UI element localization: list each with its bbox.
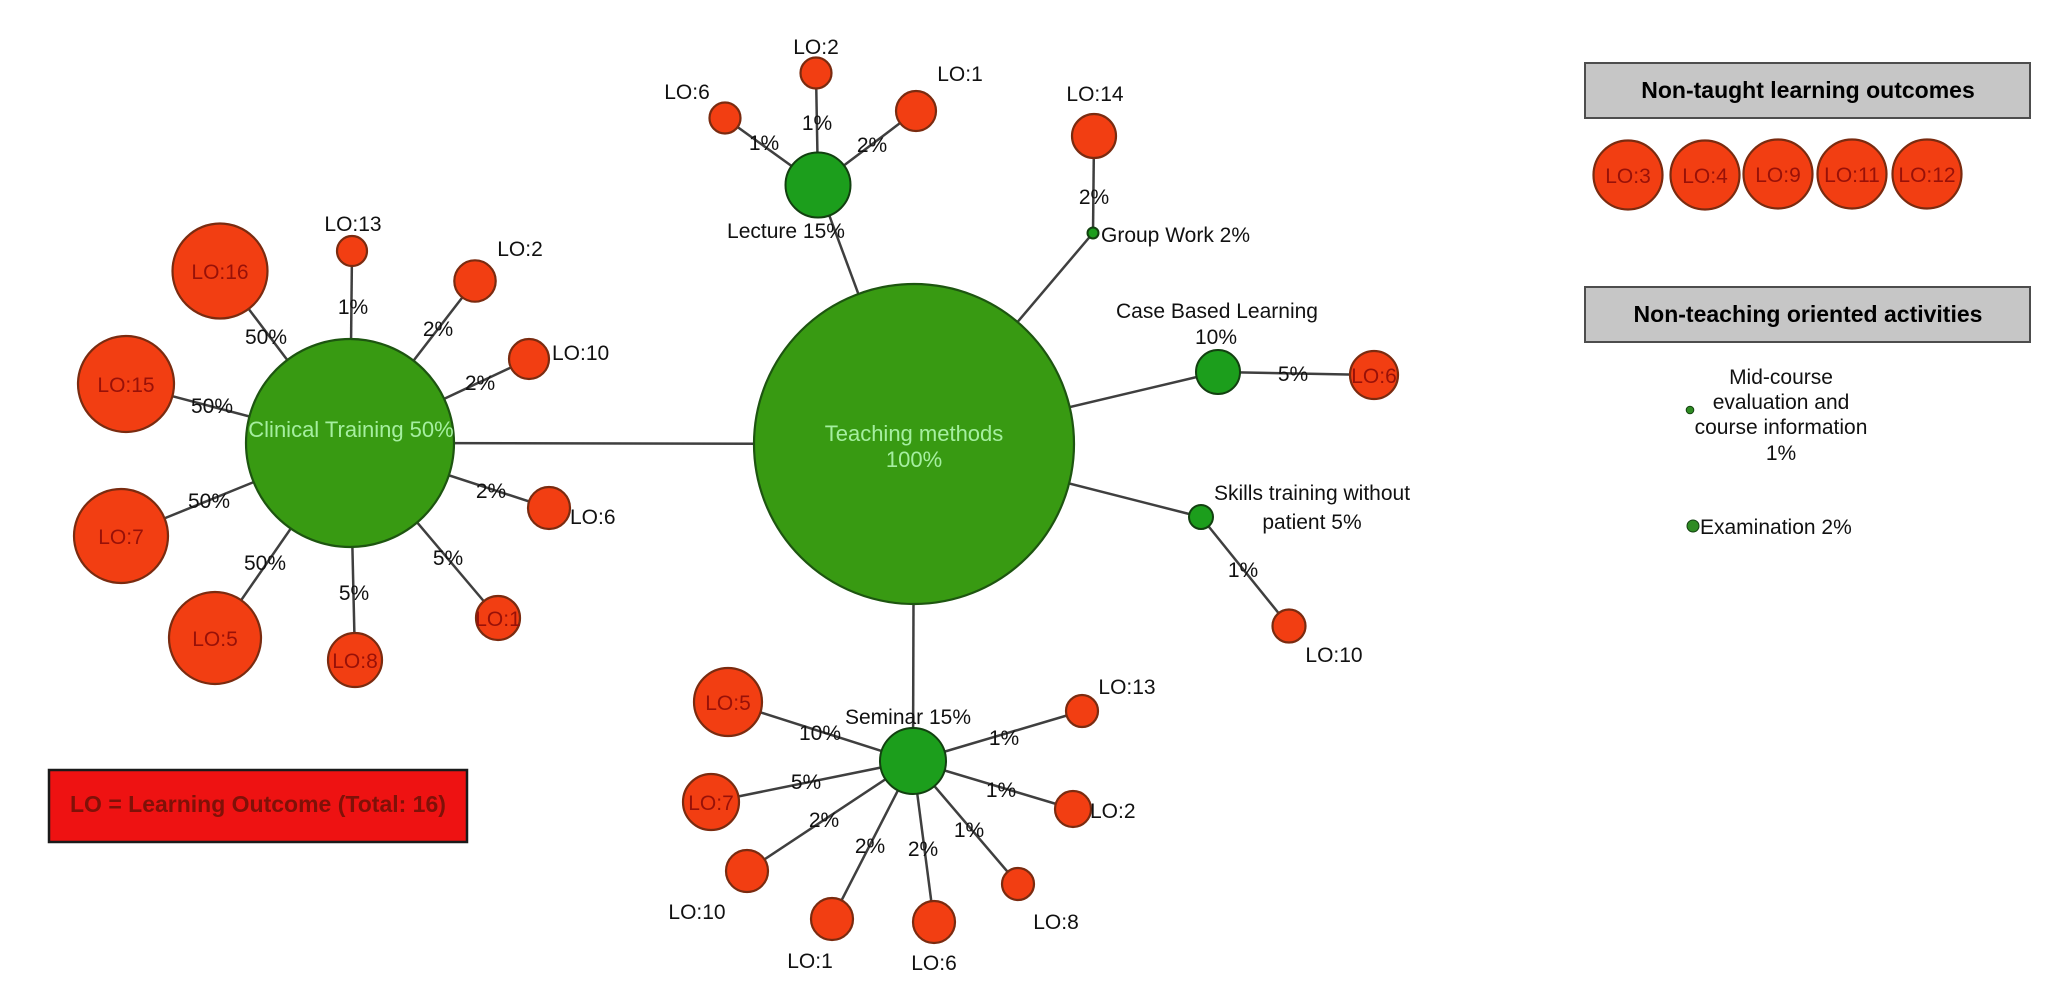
svg-text:Clinical Training 50%: Clinical Training 50% bbox=[248, 417, 453, 442]
svg-text:1%: 1% bbox=[802, 112, 832, 135]
svg-text:LO:12: LO:12 bbox=[1898, 164, 1955, 187]
svg-text:5%: 5% bbox=[1278, 363, 1308, 386]
svg-text:Non-taught learning outcomes: Non-taught learning outcomes bbox=[1641, 77, 1975, 103]
svg-text:1%: 1% bbox=[986, 779, 1016, 802]
svg-text:1%: 1% bbox=[749, 132, 779, 155]
svg-text:LO:2: LO:2 bbox=[497, 238, 543, 261]
svg-text:LO:1: LO:1 bbox=[937, 63, 983, 86]
svg-text:LO:2: LO:2 bbox=[1090, 800, 1136, 823]
svg-text:LO:13: LO:13 bbox=[324, 213, 381, 236]
svg-text:Examination 2%: Examination 2% bbox=[1700, 516, 1852, 539]
svg-text:50%: 50% bbox=[191, 395, 233, 418]
svg-text:2%: 2% bbox=[857, 134, 887, 157]
svg-text:LO:16: LO:16 bbox=[191, 261, 248, 284]
svg-text:1%: 1% bbox=[954, 819, 984, 842]
svg-text:2%: 2% bbox=[1079, 186, 1109, 209]
svg-text:LO:9: LO:9 bbox=[1755, 164, 1801, 187]
svg-text:LO:1: LO:1 bbox=[787, 950, 833, 973]
svg-text:Case Based Learning: Case Based Learning bbox=[1116, 300, 1318, 323]
svg-text:LO:10: LO:10 bbox=[552, 342, 609, 365]
svg-text:100%: 100% bbox=[886, 447, 942, 472]
svg-text:2%: 2% bbox=[423, 318, 453, 341]
svg-text:LO:8: LO:8 bbox=[1033, 911, 1079, 934]
svg-text:LO:8: LO:8 bbox=[332, 650, 378, 673]
svg-text:Non-teaching oriented activiti: Non-teaching oriented activities bbox=[1634, 301, 1983, 327]
svg-text:LO:6: LO:6 bbox=[570, 506, 616, 529]
svg-text:1%: 1% bbox=[989, 727, 1019, 750]
svg-text:LO:14: LO:14 bbox=[1066, 83, 1124, 106]
svg-text:LO:5: LO:5 bbox=[192, 628, 238, 651]
svg-text:50%: 50% bbox=[244, 552, 286, 575]
svg-text:5%: 5% bbox=[791, 771, 821, 794]
svg-text:LO:6: LO:6 bbox=[664, 81, 710, 104]
svg-text:LO:4: LO:4 bbox=[1682, 165, 1728, 188]
svg-text:Group Work 2%: Group Work 2% bbox=[1101, 224, 1250, 247]
svg-text:course information: course information bbox=[1695, 416, 1868, 439]
svg-text:LO:11: LO:11 bbox=[1824, 164, 1880, 187]
svg-text:50%: 50% bbox=[188, 490, 230, 513]
svg-text:50%: 50% bbox=[245, 326, 287, 349]
svg-text:evaluation and: evaluation and bbox=[1713, 391, 1850, 414]
svg-text:5%: 5% bbox=[433, 547, 463, 570]
svg-text:LO:10: LO:10 bbox=[668, 901, 725, 924]
svg-text:1%: 1% bbox=[338, 296, 368, 319]
svg-text:LO:6: LO:6 bbox=[911, 952, 957, 975]
svg-text:LO:7: LO:7 bbox=[688, 792, 734, 815]
svg-text:2%: 2% bbox=[908, 838, 938, 861]
svg-text:LO:6: LO:6 bbox=[1351, 365, 1397, 388]
svg-text:patient 5%: patient 5% bbox=[1262, 511, 1361, 534]
svg-text:LO:2: LO:2 bbox=[793, 36, 839, 59]
svg-text:2%: 2% bbox=[465, 372, 495, 395]
svg-text:LO:13: LO:13 bbox=[1098, 676, 1155, 699]
svg-text:Mid-course: Mid-course bbox=[1729, 366, 1833, 389]
svg-text:LO:7: LO:7 bbox=[98, 526, 144, 549]
svg-text:LO:15: LO:15 bbox=[97, 374, 154, 397]
svg-text:2%: 2% bbox=[809, 809, 839, 832]
svg-text:Lecture 15%: Lecture 15% bbox=[727, 220, 845, 243]
svg-text:LO = Learning Outcome (Total:: LO = Learning Outcome (Total: 16) bbox=[70, 791, 446, 817]
svg-text:2%: 2% bbox=[855, 835, 885, 858]
svg-text:1%: 1% bbox=[1766, 442, 1796, 465]
svg-text:LO:5: LO:5 bbox=[705, 692, 751, 715]
svg-text:Teaching methods: Teaching methods bbox=[825, 421, 1004, 446]
svg-text:LO:1: LO:1 bbox=[475, 608, 521, 631]
svg-text:2%: 2% bbox=[476, 480, 506, 503]
svg-text:Seminar 15%: Seminar 15% bbox=[845, 706, 971, 729]
svg-text:10%: 10% bbox=[799, 722, 841, 745]
svg-text:Skills training without: Skills training without bbox=[1214, 482, 1410, 505]
svg-text:5%: 5% bbox=[339, 582, 369, 605]
svg-text:LO:3: LO:3 bbox=[1605, 165, 1651, 188]
svg-text:LO:10: LO:10 bbox=[1305, 644, 1362, 667]
svg-text:10%: 10% bbox=[1195, 326, 1237, 349]
svg-text:1%: 1% bbox=[1228, 559, 1258, 582]
